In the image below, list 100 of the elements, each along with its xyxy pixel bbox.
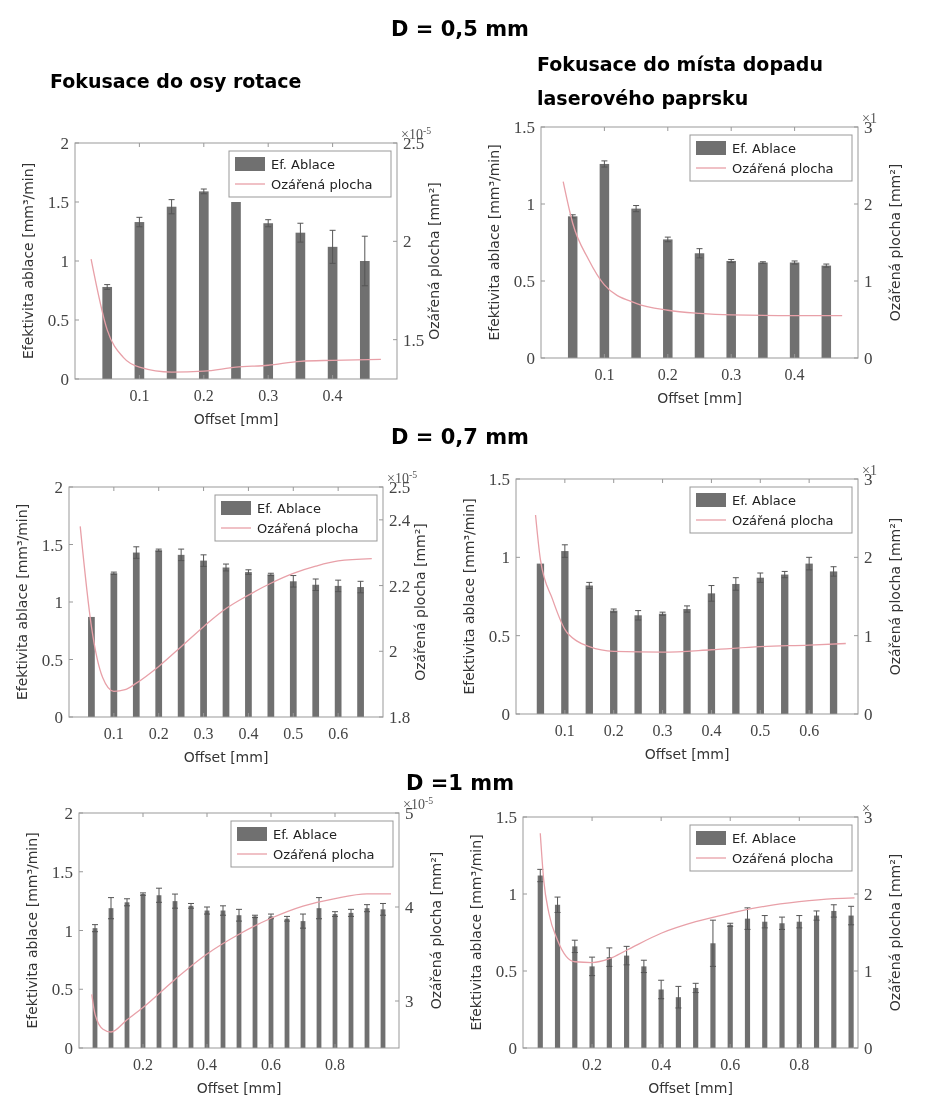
y-tick-label: 2 bbox=[64, 804, 73, 823]
chart-title: Fokusace do osy rotace bbox=[50, 70, 302, 92]
y2-tick-label: 1.8 bbox=[389, 708, 411, 727]
legend-label: Ozářená plocha bbox=[257, 521, 359, 536]
y-tick-label: 0 bbox=[54, 708, 63, 727]
y-tick-label: 1 bbox=[508, 885, 517, 904]
x-tick-label: 0.8 bbox=[789, 1056, 810, 1073]
legend-label: Ef. Ablace bbox=[257, 501, 321, 516]
x-tick-label: 0.6 bbox=[261, 1056, 281, 1073]
x-tick-label: 0.2 bbox=[148, 725, 169, 742]
y-axis-title: Efektivita ablace [mm³/min] bbox=[14, 503, 30, 701]
text: D = 0,7 mm bbox=[391, 425, 529, 449]
y2-axis-title: Ozářená plocha [mm²] bbox=[426, 182, 442, 340]
y2-tick-label: 1 bbox=[864, 272, 873, 291]
y2-tick-label: 2 bbox=[864, 548, 873, 568]
y2-tick-label: 1 bbox=[864, 626, 873, 646]
x-tick-label: 0.2 bbox=[193, 387, 214, 404]
y-tick-label: 1 bbox=[526, 195, 535, 214]
y2-tick-label: 4 bbox=[405, 898, 414, 917]
y2-tick-label: 1 bbox=[864, 962, 873, 981]
y-axis-title: Efektivita ablace [mm³/min] bbox=[468, 834, 484, 1031]
y2-tick-label: 2.2 bbox=[389, 576, 411, 596]
legend-label: Ef. Ablace bbox=[271, 157, 335, 172]
y-tick-label: 0 bbox=[526, 349, 535, 368]
y-tick-label: 0 bbox=[501, 705, 510, 724]
x-tick-label: 0.2 bbox=[582, 1056, 603, 1073]
text: D = 0,5 mm bbox=[391, 17, 529, 41]
y-tick-label: 2 bbox=[60, 134, 69, 153]
y-tick-label: 1 bbox=[60, 252, 69, 271]
y-tick-label: 1.5 bbox=[51, 862, 73, 882]
y-tick-label: 0.5 bbox=[47, 311, 69, 330]
y2-axis-title: Ozářená plocha [mm²] bbox=[887, 517, 903, 676]
y-tick-label: 0.5 bbox=[488, 626, 510, 646]
x-tick-label: 0.4 bbox=[651, 1056, 672, 1073]
y-tick-label: 1 bbox=[64, 921, 73, 941]
x-tick-label: 0.5 bbox=[750, 722, 771, 739]
y2-axis-title: Ozářená plocha [mm²] bbox=[428, 851, 444, 1010]
y2-tick-label: 2 bbox=[864, 885, 873, 904]
x-tick-label: 0.1 bbox=[554, 722, 575, 739]
legend-label: Ef. Ablace bbox=[732, 141, 796, 156]
legend-label: Ef. Ablace bbox=[732, 493, 796, 508]
x-tick-label: 0.2 bbox=[603, 722, 624, 739]
x-tick-label: 0.6 bbox=[720, 1056, 741, 1073]
x-axis-title: Offset [mm] bbox=[648, 1080, 733, 1096]
y2-tick-label: 1.5 bbox=[403, 330, 425, 350]
x-axis-title: Offset [mm] bbox=[183, 749, 269, 765]
x-axis-title: Offset [mm] bbox=[644, 746, 730, 762]
y2-tick-label: 3 bbox=[405, 992, 414, 1011]
x-tick-label: 0.6 bbox=[328, 725, 349, 742]
text: D =1 mm bbox=[405, 771, 515, 795]
y2-tick-label: 2.4 bbox=[389, 510, 411, 530]
y-tick-label: 1 bbox=[501, 548, 510, 568]
y2-tick-label: 0 bbox=[864, 705, 873, 724]
y-tick-label: 1.5 bbox=[47, 193, 69, 212]
x-tick-label: 0.6 bbox=[799, 722, 820, 739]
y2-axis-title: Ozářená plocha [mm²] bbox=[887, 853, 903, 1012]
y-tick-label: 1.5 bbox=[513, 118, 535, 137]
y-axis-title: Efektivita ablace [mm³/min] bbox=[461, 498, 477, 695]
x-tick-label: 0.4 bbox=[238, 725, 259, 742]
y2-tick-label: 2 bbox=[864, 195, 873, 214]
y-tick-label: 0 bbox=[60, 370, 69, 389]
x-tick-label: 0.1 bbox=[103, 725, 124, 742]
x-tick-label: 0.3 bbox=[721, 366, 742, 383]
y-tick-label: 1.5 bbox=[41, 535, 63, 555]
y-axis-title: Efektivita ablace [mm³/min] bbox=[24, 832, 40, 1029]
x-tick-label: 0.3 bbox=[258, 387, 279, 404]
legend-label: Ozářená plocha bbox=[732, 161, 834, 176]
chart-title: Fokusace do místa dopadu laserového paprsku bbox=[537, 53, 823, 109]
y2-tick-label: 0 bbox=[864, 349, 873, 368]
y2-tick-label: 0 bbox=[864, 1039, 873, 1058]
y-tick-label: 1 bbox=[54, 593, 63, 612]
y-tick-label: 0 bbox=[508, 1039, 517, 1058]
y2-tick-label: 2 bbox=[403, 232, 412, 252]
y-axis-title: Efektivita ablace [mm³/min] bbox=[20, 162, 36, 360]
x-tick-label: 0.2 bbox=[657, 366, 678, 383]
y-tick-label: 2 bbox=[54, 478, 63, 497]
x-tick-label: 0.4 bbox=[784, 366, 805, 383]
x-tick-label: 0.4 bbox=[701, 722, 722, 739]
y-axis-title: Efektivita ablace [mm³/min] bbox=[486, 144, 502, 341]
x-tick-label: 0.2 bbox=[133, 1056, 153, 1073]
y2-axis-title: Ozářená plocha [mm²] bbox=[412, 523, 428, 681]
x-tick-label: 0.4 bbox=[322, 387, 343, 404]
y-tick-label: 0.5 bbox=[41, 650, 63, 670]
legend-label: Ozářená plocha bbox=[732, 851, 834, 866]
legend-label: Ozářená plocha bbox=[273, 847, 375, 862]
x-tick-label: 0.8 bbox=[325, 1056, 345, 1073]
x-tick-label: 0.4 bbox=[197, 1056, 217, 1073]
x-axis-title: Offset [mm] bbox=[193, 411, 279, 427]
y-tick-label: 1.5 bbox=[495, 808, 517, 827]
legend-label: Ef. Ablace bbox=[732, 831, 796, 846]
y-tick-label: 0.5 bbox=[51, 980, 73, 1000]
legend-label: Ozářená plocha bbox=[732, 513, 834, 528]
legend-label: Ozářená plocha bbox=[271, 177, 373, 192]
x-tick-label: 0.3 bbox=[652, 722, 673, 739]
x-tick-label: 0.1 bbox=[594, 366, 615, 383]
x-tick-label: 0.5 bbox=[283, 725, 304, 742]
y2-axis-title: Ozářená plocha [mm²] bbox=[887, 163, 903, 322]
x-axis-title: Offset [mm] bbox=[657, 390, 742, 406]
y-tick-label: 0.5 bbox=[513, 272, 535, 291]
x-axis-title: Offset [mm] bbox=[196, 1080, 282, 1096]
